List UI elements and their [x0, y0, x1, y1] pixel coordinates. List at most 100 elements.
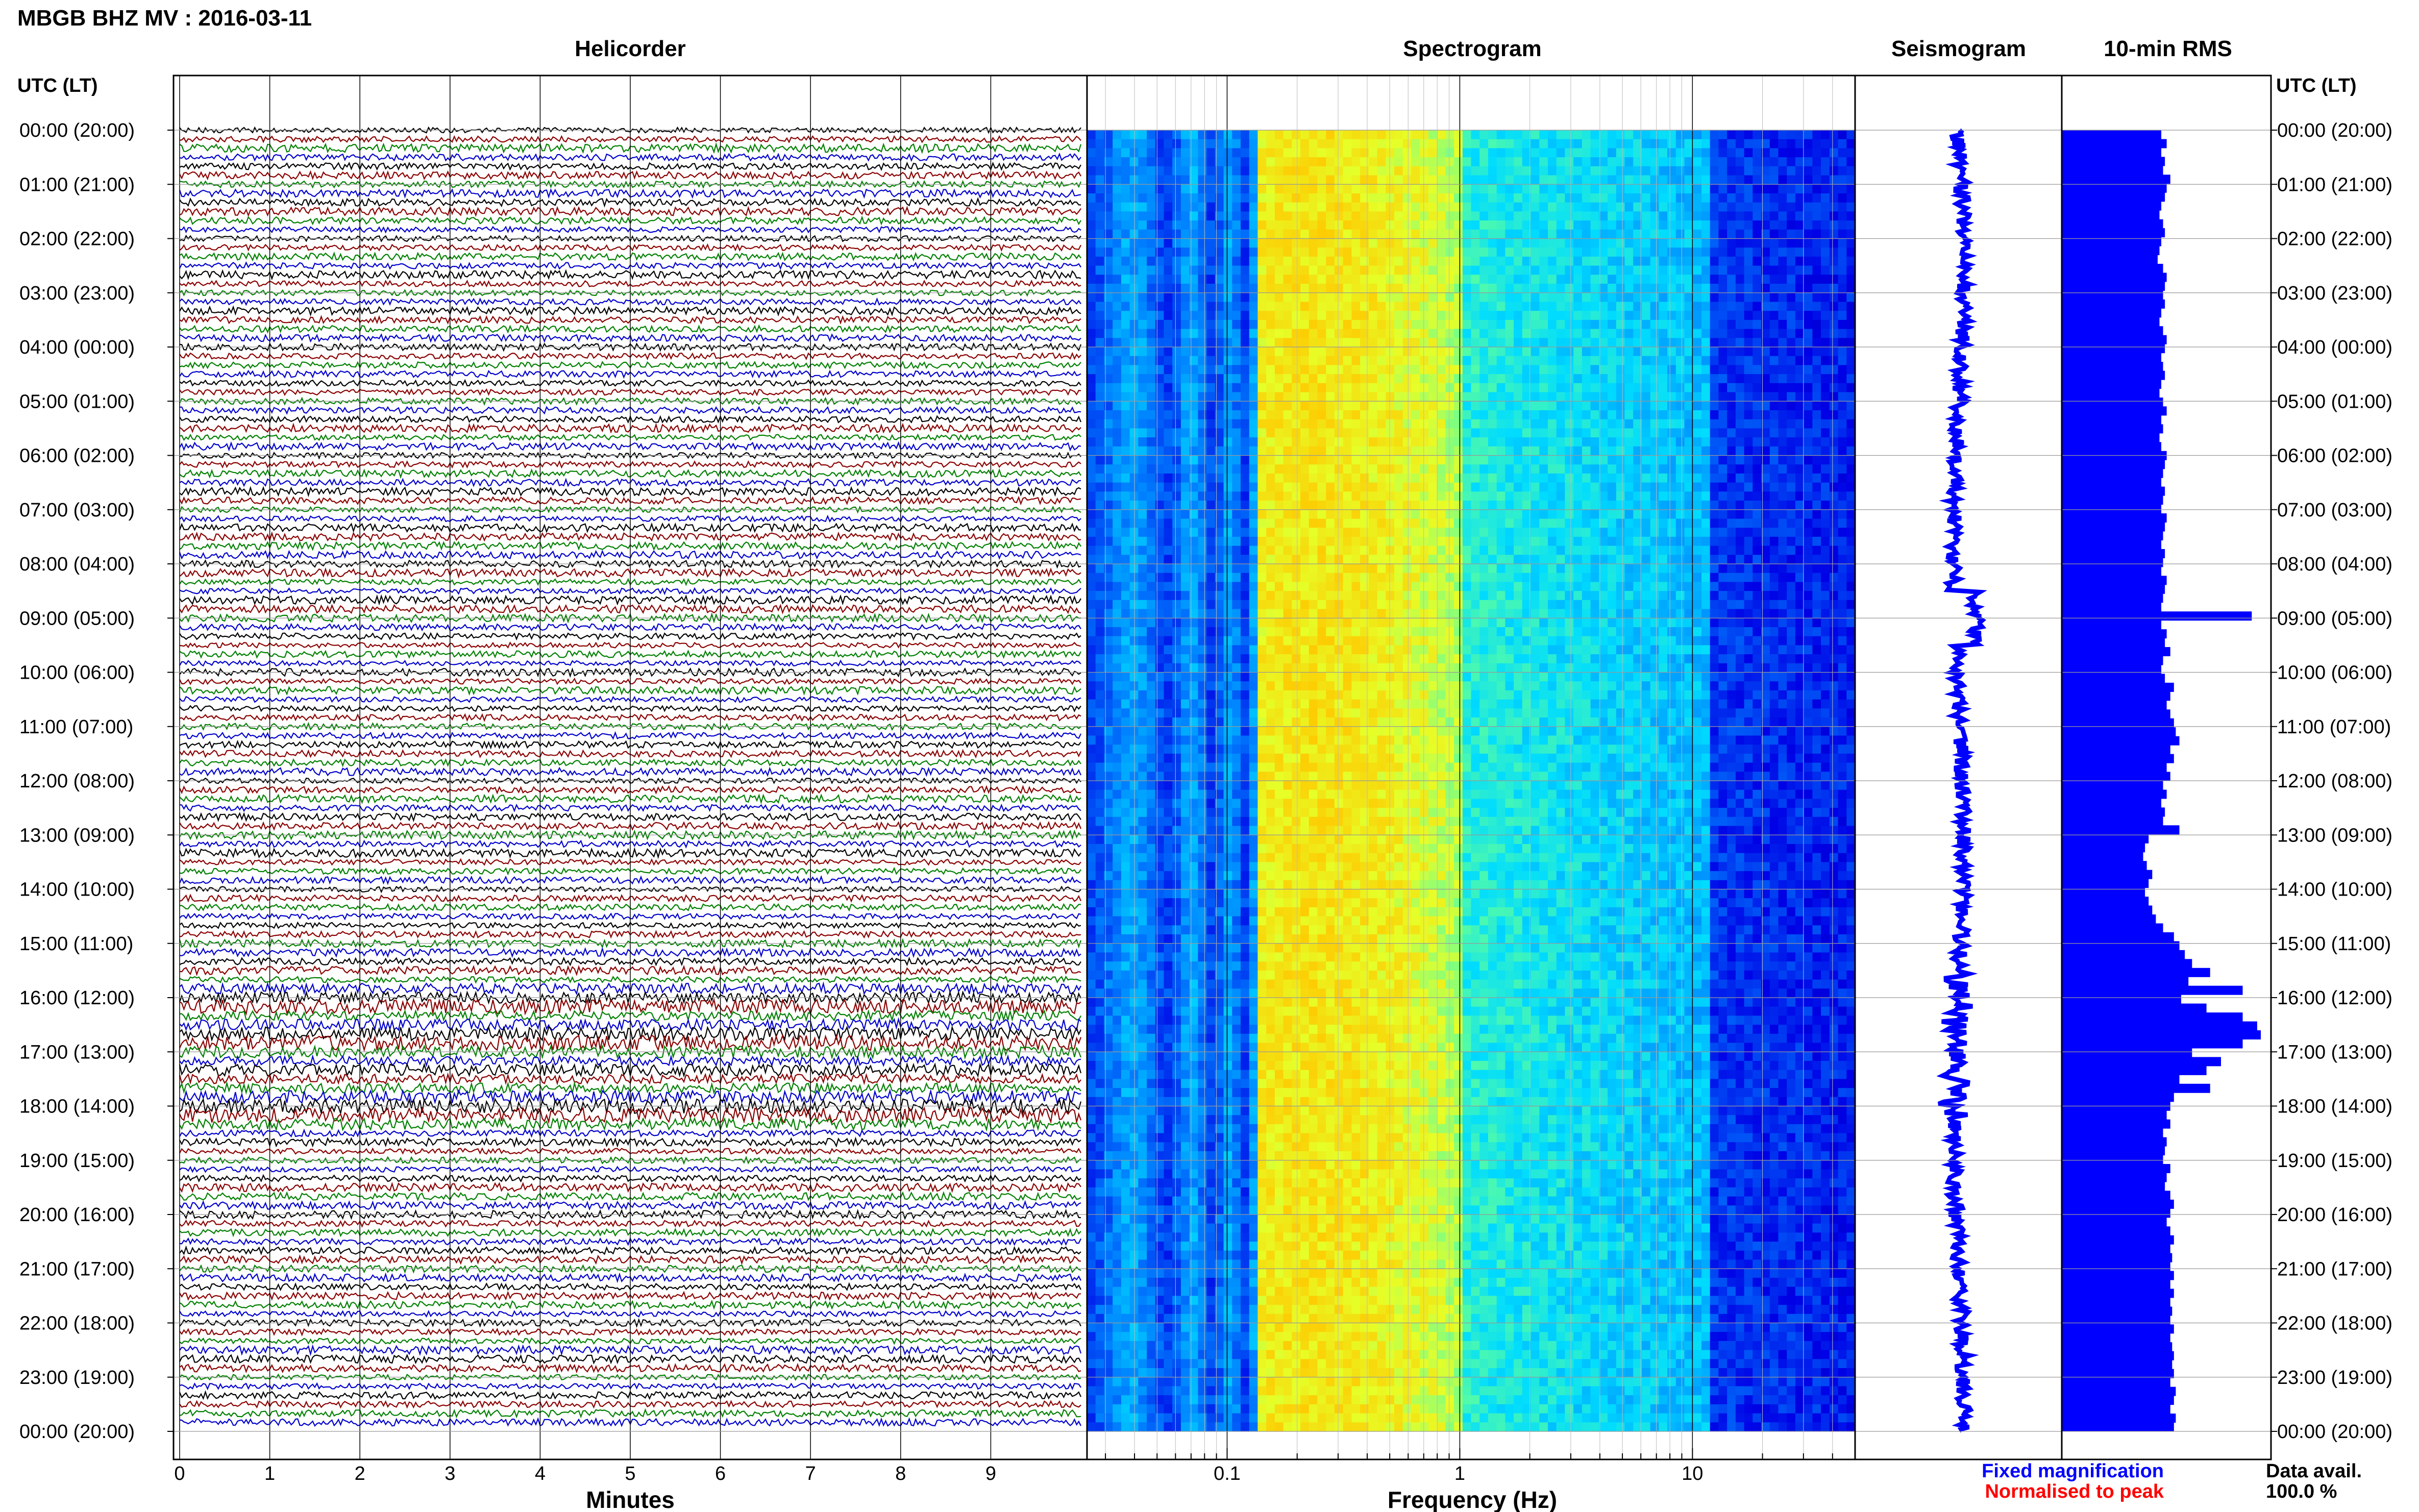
spectrogram-cell: [1701, 518, 1711, 528]
spectrogram-cell: [1394, 600, 1403, 610]
spectrogram-cell: [1343, 256, 1352, 266]
spectrogram-cell: [1735, 491, 1745, 501]
spectrogram-cell: [1727, 410, 1736, 420]
spectrogram-cell: [1735, 292, 1745, 303]
spectrogram-cell: [1437, 546, 1446, 555]
spectrogram-cell: [1496, 419, 1505, 429]
spectrogram-cell: [1454, 229, 1463, 239]
spectrogram-cell: [1505, 501, 1514, 510]
spectrogram-cell: [1496, 347, 1505, 357]
spectrogram-cell: [1437, 220, 1446, 230]
spectrogram-cell: [1164, 446, 1173, 456]
spectrogram-cell: [1624, 401, 1634, 411]
spectrogram-cell: [1386, 464, 1395, 474]
spectrogram-cell: [1675, 392, 1685, 402]
spectrogram-cell: [1821, 184, 1830, 194]
spectrogram-cell: [1232, 446, 1241, 456]
spectrogram-cell: [1241, 528, 1250, 537]
spectrogram-cell: [1420, 220, 1429, 230]
spectrogram-cell: [1701, 302, 1711, 311]
spectrogram-cell: [1787, 491, 1796, 501]
spectrogram-cell: [1095, 365, 1104, 375]
spectrogram-cell: [1445, 383, 1454, 393]
spectrogram-cell: [1650, 401, 1659, 411]
spectrogram-cell: [1675, 609, 1685, 618]
spectrogram-cell: [1599, 555, 1608, 564]
spectrogram-cell: [1326, 419, 1335, 429]
spectrogram-cell: [1821, 247, 1830, 257]
spectrogram-cell: [1147, 374, 1156, 384]
spectrogram-cell: [1641, 600, 1651, 610]
spectrogram-cell: [1411, 356, 1420, 365]
spectrogram-cell: [1402, 338, 1412, 348]
spectrogram-cell: [1155, 229, 1165, 239]
spectrogram-cell: [1761, 157, 1770, 167]
spectrogram-cell: [1249, 600, 1258, 610]
spectrogram-cell: [1616, 528, 1625, 537]
spectrogram-cell: [1104, 256, 1113, 266]
spectrogram-cell: [1147, 482, 1156, 492]
spectrogram-cell: [1804, 546, 1813, 555]
spectrogram-cell: [1411, 546, 1420, 555]
spectrogram-cell: [1087, 501, 1096, 510]
spectrogram-cell: [1778, 175, 1787, 185]
spectrogram-cell: [1582, 302, 1591, 311]
spectrogram-cell: [1172, 347, 1181, 357]
spectrogram-cell: [1300, 365, 1310, 375]
spectrogram-cell: [1846, 284, 1856, 293]
spectrogram-cell: [1556, 582, 1565, 591]
spectrogram-cell: [1164, 401, 1173, 411]
spectrogram-cell: [1087, 184, 1096, 194]
spectrogram-cell: [1471, 275, 1480, 284]
spectrogram-cell: [1795, 374, 1805, 384]
spectrogram-cell: [1778, 482, 1787, 492]
spectrogram-cell: [1710, 265, 1719, 275]
spectrogram-cell: [1368, 329, 1378, 338]
spectrogram-cell: [1675, 338, 1685, 348]
spectrogram-cell: [1514, 238, 1523, 248]
spectrogram-cell: [1164, 528, 1173, 537]
spectrogram-cell: [1573, 528, 1583, 537]
spectrogram-cell: [1471, 193, 1480, 203]
spectrogram-cell: [1368, 238, 1378, 248]
spectrogram-cell: [1522, 275, 1532, 284]
spectrogram-cell: [1479, 564, 1489, 574]
spectrogram-cell: [1599, 428, 1608, 438]
spectrogram-cell: [1445, 419, 1454, 429]
spectrogram-cell: [1095, 229, 1104, 239]
spectrogram-cell: [1402, 392, 1412, 402]
spectrogram-cell: [1556, 609, 1565, 618]
spectrogram-cell: [1471, 319, 1480, 330]
spectrogram-cell: [1616, 193, 1625, 203]
spectrogram-cell: [1147, 292, 1156, 303]
spectrogram-cell: [1189, 528, 1198, 537]
spectrogram-cell: [1787, 220, 1796, 230]
spectrogram-cell: [1317, 428, 1326, 438]
spectrogram-cell: [1787, 130, 1796, 140]
spectrogram-cell: [1539, 428, 1548, 438]
spectrogram-cell: [1573, 329, 1583, 338]
spectrogram-cell: [1761, 220, 1770, 230]
spectrogram-cell: [1693, 473, 1702, 483]
spectrogram-cell: [1735, 401, 1745, 411]
spectrogram-cell: [1761, 256, 1770, 266]
spectrogram-cell: [1522, 501, 1532, 510]
spectrogram-cell: [1479, 148, 1489, 158]
spectrogram-cell: [1445, 256, 1454, 266]
spectrogram-cell: [1548, 139, 1557, 148]
spectrogram-cell: [1693, 482, 1702, 492]
spectrogram-cell: [1479, 528, 1489, 537]
spectrogram-cell: [1266, 501, 1275, 510]
spectrogram-cell: [1641, 193, 1651, 203]
spectrogram-cell: [1232, 546, 1241, 555]
spectrogram-cell: [1599, 464, 1608, 474]
spectrogram-cell: [1514, 374, 1523, 384]
spectrogram-cell: [1180, 428, 1190, 438]
spectrogram-cell: [1667, 184, 1676, 194]
spectrogram-cell: [1522, 536, 1532, 547]
spectrogram-cell: [1616, 401, 1625, 411]
spectrogram-cell: [1377, 211, 1386, 221]
spectrogram-cell: [1633, 175, 1642, 185]
spectrogram-cell: [1087, 157, 1096, 167]
spectrogram-cell: [1198, 446, 1207, 456]
